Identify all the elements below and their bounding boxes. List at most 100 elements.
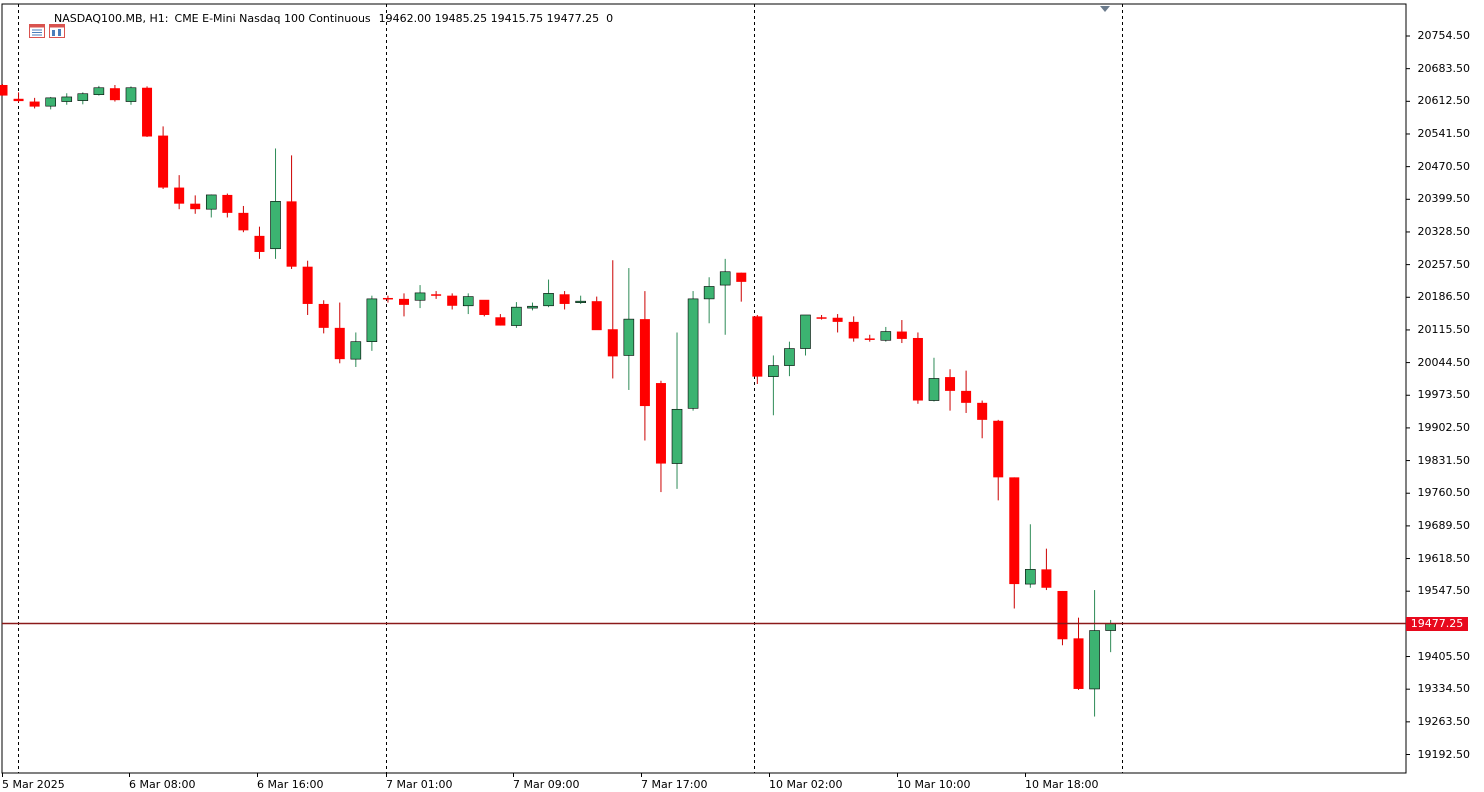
- price-tick-label: 20115.50: [1417, 322, 1471, 336]
- candle: [45, 96, 56, 110]
- candle-body: [832, 317, 843, 322]
- candle: [961, 370, 972, 413]
- candle-body: [543, 293, 554, 307]
- candle: [254, 226, 265, 259]
- candle-body: [286, 201, 297, 267]
- candle: [414, 285, 426, 309]
- candle-body: [0, 84, 8, 96]
- candle: [270, 148, 281, 259]
- candle-body: [559, 294, 570, 304]
- candle: [880, 326, 892, 342]
- candle: [864, 334, 875, 342]
- candle: [527, 302, 538, 311]
- price-tick-label: 19689.50: [1417, 518, 1471, 532]
- candle: [334, 302, 345, 364]
- price-tick-label: 20399.50: [1417, 192, 1471, 206]
- candle: [1057, 590, 1068, 646]
- price-tick-label: 20186.50: [1417, 290, 1471, 304]
- candle-body: [768, 365, 779, 377]
- candle-body: [29, 101, 40, 107]
- candle: [928, 357, 940, 402]
- time-tick-label: 7 Mar 09:00: [513, 778, 580, 791]
- candle: [543, 279, 554, 308]
- candle: [158, 126, 169, 189]
- candle: [29, 97, 40, 109]
- candle: [302, 260, 313, 315]
- time-tick-label: 10 Mar 18:00: [1025, 778, 1099, 791]
- chart-icon[interactable]: [28, 11, 65, 38]
- candle-body: [848, 321, 859, 339]
- price-tick-label: 19192.50: [1417, 747, 1471, 761]
- time-tick-label: 7 Mar 17:00: [641, 778, 708, 791]
- candle-body: [1073, 638, 1084, 689]
- candle: [655, 380, 666, 493]
- candle-body: [575, 300, 586, 303]
- candle: [399, 293, 409, 317]
- candle: [752, 314, 763, 384]
- price-tick-label: 20754.50: [1417, 29, 1471, 42]
- price-tick-label: 19547.50: [1417, 584, 1471, 598]
- price-tick-label: 19263.50: [1417, 714, 1471, 728]
- candle-body: [896, 331, 907, 339]
- candle: [912, 332, 923, 404]
- candle-body: [1009, 477, 1020, 585]
- candle-body: [93, 87, 105, 95]
- list-icon[interactable]: [8, 11, 45, 38]
- plot-frame: [1, 3, 1407, 774]
- candle: [768, 355, 779, 416]
- candle-body: [945, 377, 956, 391]
- candle-body: [222, 194, 233, 213]
- candle: [832, 314, 843, 333]
- candle: [945, 369, 956, 411]
- candle-body: [254, 235, 265, 252]
- current-price-tag: 19477.25: [1406, 616, 1468, 631]
- candle: [479, 299, 490, 317]
- candle: [800, 314, 811, 356]
- candle-body: [366, 298, 378, 342]
- candle: [671, 332, 683, 489]
- candle: [623, 268, 635, 390]
- candle-body: [1025, 569, 1036, 585]
- candle: [431, 291, 442, 299]
- candle: [125, 86, 137, 105]
- price-tick-label: 20612.50: [1417, 94, 1471, 108]
- candle-body: [703, 286, 715, 300]
- candle-body: [479, 299, 490, 315]
- symbol-timeframe: NASDAQ100.MB, H1:: [54, 11, 169, 25]
- candle-body: [125, 87, 137, 102]
- candle-body: [880, 331, 892, 341]
- candle-body: [414, 292, 426, 301]
- candle: [1073, 617, 1084, 690]
- candle: [736, 272, 747, 302]
- candle: [977, 400, 988, 439]
- candle: [816, 314, 827, 320]
- price-tick-label: 19760.50: [1417, 486, 1471, 500]
- candle: [0, 84, 8, 96]
- candle-body: [687, 298, 699, 409]
- candle: [993, 419, 1004, 501]
- candle-body: [109, 88, 120, 101]
- candle-body: [527, 305, 538, 309]
- candle-body: [928, 378, 940, 401]
- candle-body: [302, 266, 313, 304]
- candle: [495, 314, 506, 326]
- price-tick-label: 20044.50: [1417, 355, 1471, 369]
- candle: [222, 193, 233, 218]
- candle-body: [1089, 630, 1100, 690]
- candle-body: [961, 390, 972, 403]
- candle-body: [993, 420, 1004, 478]
- price-tick-label: 19405.50: [1417, 649, 1471, 663]
- candle-body: [447, 295, 458, 306]
- candle: [511, 302, 522, 328]
- price-tick-label: 19973.50: [1417, 388, 1471, 402]
- candle-body: [1105, 623, 1116, 631]
- candle: [559, 291, 570, 310]
- candle-body: [13, 98, 24, 102]
- candle: [77, 92, 89, 105]
- candle-body: [719, 271, 731, 286]
- time-tick-label: 7 Mar 01:00: [386, 778, 453, 791]
- ohlc-values: 19462.00 19485.25 19415.75 19477.25 0: [378, 11, 614, 25]
- time-tick-label: 5 Mar 2025: [2, 778, 65, 791]
